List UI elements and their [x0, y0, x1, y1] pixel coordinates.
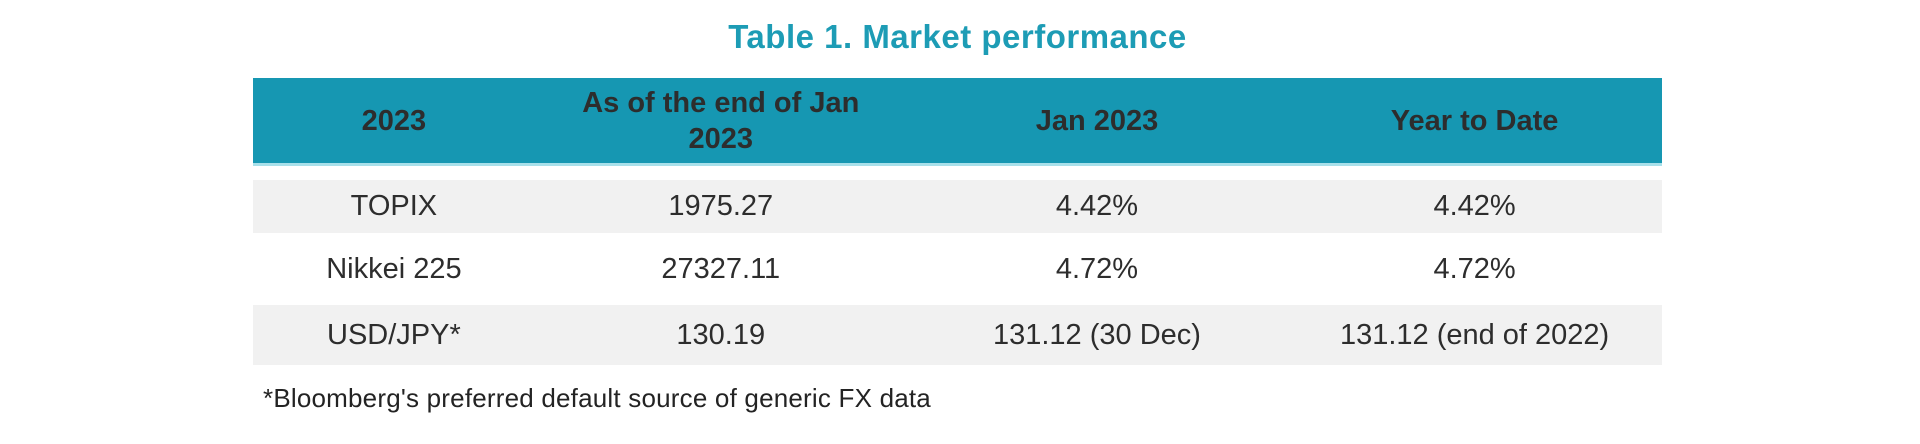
cell-value: 4.72% — [1433, 252, 1516, 285]
cell-value: 131.12 (30 Dec) — [992, 318, 1201, 351]
cell-value: 27327.11 — [661, 252, 781, 285]
column-header-2023: 2023 — [361, 104, 427, 137]
row-label: USD/JPY* — [327, 318, 461, 351]
row-spacer — [253, 166, 1662, 180]
table-footnote: *Bloomberg's preferred default source of… — [263, 383, 931, 413]
page-title: Table 1. Market performance — [728, 18, 1187, 55]
cell-value: 130.19 — [676, 318, 766, 351]
table-row-topix: TOPIX 1975.27 4.42% 4.42% — [253, 180, 1662, 233]
row-spacer — [253, 297, 1662, 305]
row-spacer — [253, 233, 1662, 241]
cell-value: 1975.27 — [668, 190, 774, 222]
header-row: 2023 As of the end of Jan 2023 Jan 2023 … — [253, 78, 1662, 166]
row-label: TOPIX — [350, 190, 438, 222]
row-label: Nikkei 225 — [326, 252, 462, 285]
table-row-nikkei: Nikkei 225 27327.11 4.72% 4.72% — [253, 241, 1662, 297]
cell-value: 4.72% — [1055, 252, 1139, 285]
market-performance-table: 2023 As of the end of Jan 2023 Jan 2023 … — [253, 78, 1662, 365]
table-row-usdjpy: USD/JPY* 130.19 131.12 (30 Dec) 131.12 (… — [253, 305, 1662, 365]
cell-value: 4.42% — [1055, 190, 1139, 222]
cell-value: 131.12 (end of 2022) — [1339, 318, 1610, 351]
column-header-jan-2023: Jan 2023 — [1035, 104, 1159, 137]
column-header-end-of-jan: As of the end of Jan 2023 — [582, 86, 860, 155]
cell-value: 4.42% — [1433, 190, 1516, 222]
column-header-year-to-date: Year to Date — [1390, 104, 1559, 137]
